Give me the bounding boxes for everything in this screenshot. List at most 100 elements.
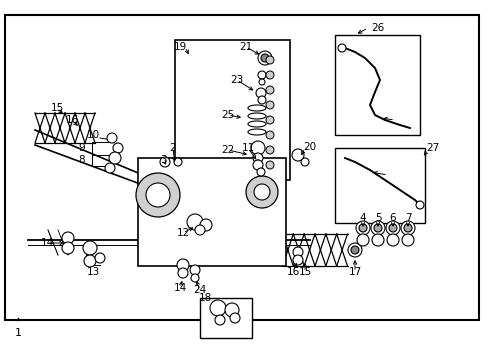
Circle shape bbox=[136, 173, 180, 217]
Circle shape bbox=[301, 158, 308, 166]
Text: 14: 14 bbox=[41, 238, 54, 248]
Circle shape bbox=[373, 224, 381, 232]
Circle shape bbox=[386, 234, 398, 246]
Circle shape bbox=[252, 153, 263, 163]
Circle shape bbox=[356, 234, 368, 246]
Bar bbox=[138, 158, 285, 266]
Circle shape bbox=[177, 259, 189, 271]
Text: 27: 27 bbox=[426, 143, 439, 153]
Circle shape bbox=[245, 176, 278, 208]
Circle shape bbox=[252, 160, 263, 170]
Circle shape bbox=[257, 168, 264, 176]
Text: 5: 5 bbox=[374, 213, 381, 223]
Text: 23: 23 bbox=[230, 75, 243, 85]
Circle shape bbox=[385, 221, 399, 235]
Circle shape bbox=[337, 44, 346, 52]
Text: 10: 10 bbox=[86, 130, 100, 140]
Circle shape bbox=[265, 86, 273, 94]
Circle shape bbox=[400, 221, 414, 235]
Text: 13: 13 bbox=[86, 267, 100, 277]
Text: 22: 22 bbox=[221, 145, 234, 155]
Text: 17: 17 bbox=[347, 267, 361, 277]
Ellipse shape bbox=[247, 113, 265, 119]
Circle shape bbox=[370, 221, 384, 235]
Circle shape bbox=[256, 88, 265, 98]
Circle shape bbox=[224, 303, 239, 317]
Circle shape bbox=[215, 315, 224, 325]
Circle shape bbox=[62, 232, 74, 244]
Text: 25: 25 bbox=[221, 110, 234, 120]
Text: 4: 4 bbox=[359, 213, 366, 223]
Circle shape bbox=[250, 141, 264, 155]
Text: 16: 16 bbox=[65, 115, 79, 125]
Circle shape bbox=[403, 224, 411, 232]
Circle shape bbox=[291, 149, 304, 161]
Ellipse shape bbox=[247, 129, 265, 135]
Bar bbox=[148, 168, 272, 223]
Text: 26: 26 bbox=[370, 23, 384, 33]
Text: 20: 20 bbox=[303, 142, 316, 152]
Circle shape bbox=[265, 71, 273, 79]
Circle shape bbox=[84, 255, 96, 267]
Text: 6: 6 bbox=[389, 213, 395, 223]
Circle shape bbox=[265, 131, 273, 139]
Circle shape bbox=[107, 133, 117, 143]
Circle shape bbox=[355, 221, 369, 235]
Circle shape bbox=[265, 146, 273, 154]
Circle shape bbox=[358, 224, 366, 232]
Text: 15: 15 bbox=[298, 267, 311, 277]
Circle shape bbox=[401, 234, 413, 246]
Circle shape bbox=[191, 274, 199, 282]
Ellipse shape bbox=[247, 121, 265, 127]
Circle shape bbox=[62, 242, 74, 254]
Circle shape bbox=[195, 225, 204, 235]
Text: 18: 18 bbox=[198, 293, 211, 303]
Circle shape bbox=[186, 214, 203, 230]
Circle shape bbox=[258, 96, 265, 104]
Circle shape bbox=[265, 116, 273, 124]
Circle shape bbox=[265, 161, 273, 169]
Text: 11: 11 bbox=[241, 143, 254, 153]
Text: 12: 12 bbox=[176, 228, 189, 238]
Circle shape bbox=[105, 163, 115, 173]
Text: 15: 15 bbox=[50, 103, 63, 113]
Circle shape bbox=[292, 247, 303, 257]
Circle shape bbox=[190, 265, 200, 275]
Text: 24: 24 bbox=[193, 285, 206, 295]
Text: 1: 1 bbox=[15, 328, 21, 338]
Bar bbox=[5, 15, 478, 320]
Circle shape bbox=[415, 201, 423, 209]
Ellipse shape bbox=[247, 105, 265, 111]
Text: 8: 8 bbox=[79, 155, 85, 165]
Circle shape bbox=[146, 183, 170, 207]
Circle shape bbox=[292, 255, 303, 265]
Circle shape bbox=[265, 101, 273, 109]
Circle shape bbox=[388, 224, 396, 232]
Text: 16: 16 bbox=[286, 267, 299, 277]
Circle shape bbox=[265, 56, 273, 64]
Text: 3: 3 bbox=[160, 155, 166, 165]
Circle shape bbox=[95, 253, 105, 263]
Circle shape bbox=[253, 184, 269, 200]
Circle shape bbox=[258, 71, 265, 79]
Circle shape bbox=[160, 157, 170, 167]
Circle shape bbox=[83, 241, 97, 255]
Circle shape bbox=[347, 243, 361, 257]
Circle shape bbox=[371, 234, 383, 246]
Text: 7: 7 bbox=[404, 213, 410, 223]
Circle shape bbox=[350, 246, 358, 254]
Circle shape bbox=[209, 300, 225, 316]
Bar bbox=[200, 298, 251, 338]
Circle shape bbox=[200, 219, 212, 231]
Text: 19: 19 bbox=[173, 42, 186, 52]
Bar bbox=[175, 40, 289, 180]
Text: 14: 14 bbox=[173, 283, 186, 293]
Circle shape bbox=[259, 79, 264, 85]
Bar bbox=[334, 35, 419, 135]
Circle shape bbox=[113, 143, 123, 153]
Circle shape bbox=[258, 51, 271, 65]
Text: 2: 2 bbox=[169, 143, 176, 153]
Text: 9: 9 bbox=[79, 143, 85, 153]
Circle shape bbox=[229, 313, 240, 323]
Bar bbox=[334, 148, 424, 223]
